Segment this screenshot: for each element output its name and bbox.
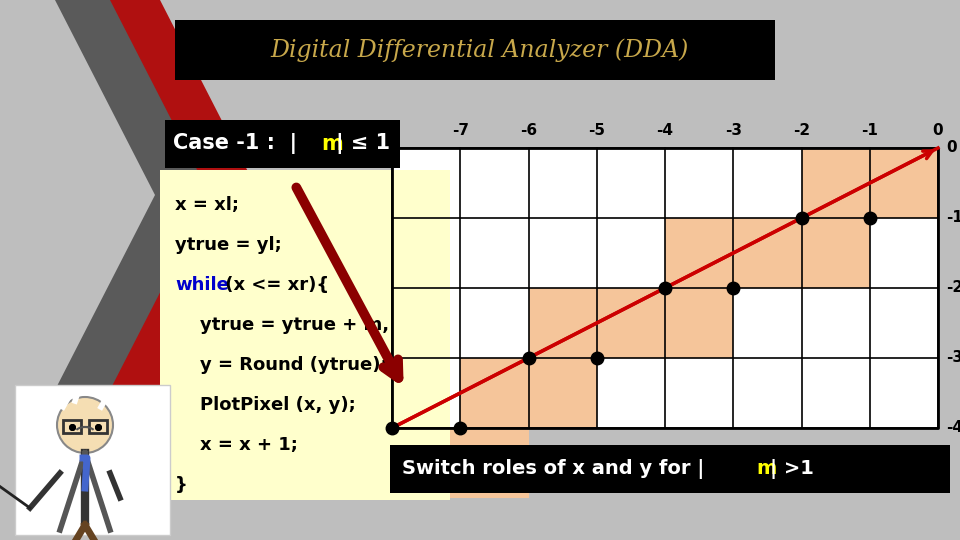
Text: -1: -1 (946, 211, 960, 226)
Text: -7: -7 (452, 123, 468, 138)
Bar (665, 218, 733, 288)
Text: Digital Differential Analyzer (DDA): Digital Differential Analyzer (DDA) (271, 38, 689, 62)
Polygon shape (0, 0, 215, 390)
Circle shape (57, 397, 113, 453)
Bar (175, 20, 775, 80)
Text: -3: -3 (946, 350, 960, 366)
Text: -1: -1 (861, 123, 878, 138)
Text: m: m (756, 460, 777, 478)
Text: | >1: | >1 (770, 459, 814, 479)
Bar (63, 420, 81, 433)
Bar (392, 428, 460, 498)
Bar (665, 288, 733, 358)
Text: -4: -4 (946, 421, 960, 435)
Text: Switch roles of x and y for |: Switch roles of x and y for | (402, 459, 705, 479)
Text: x = x + 1;: x = x + 1; (175, 436, 298, 454)
Bar (392, 148, 938, 428)
Text: -5: -5 (588, 123, 605, 138)
Text: ytrue = ytrue + m,: ytrue = ytrue + m, (175, 316, 389, 334)
Bar (802, 218, 870, 288)
Text: PlotPixel (x, y);: PlotPixel (x, y); (175, 396, 356, 414)
Text: -2: -2 (793, 123, 810, 138)
Bar (733, 218, 802, 288)
Text: Case -1 :  |: Case -1 : | (173, 133, 298, 154)
Bar (160, 170, 450, 500)
Bar (0, 390, 270, 540)
Bar (460, 358, 529, 428)
Text: x = xl;: x = xl; (175, 196, 239, 214)
Text: 0: 0 (946, 140, 956, 156)
Bar (390, 445, 950, 493)
Bar (89, 420, 107, 433)
Bar (802, 148, 870, 218)
Bar (597, 288, 665, 358)
Bar (165, 120, 400, 168)
Text: -4: -4 (657, 123, 674, 138)
Bar (15, 385, 170, 535)
Text: ytrue = yl;: ytrue = yl; (175, 236, 281, 254)
Text: -8: -8 (383, 123, 400, 138)
Text: m: m (321, 134, 343, 154)
Text: y = Round (ytrue);: y = Round (ytrue); (175, 356, 388, 374)
Bar (529, 288, 597, 358)
Text: 0: 0 (933, 123, 944, 138)
Bar (460, 428, 529, 498)
Text: }: } (175, 476, 188, 494)
Text: | ≤ 1: | ≤ 1 (336, 133, 390, 154)
Text: (x <= xr){: (x <= xr){ (219, 276, 329, 294)
Bar (870, 148, 938, 218)
Text: while: while (175, 276, 228, 294)
Text: -6: -6 (520, 123, 537, 138)
Bar (529, 358, 597, 428)
Text: -2: -2 (946, 280, 960, 295)
Text: -3: -3 (725, 123, 742, 138)
Polygon shape (50, 0, 260, 390)
